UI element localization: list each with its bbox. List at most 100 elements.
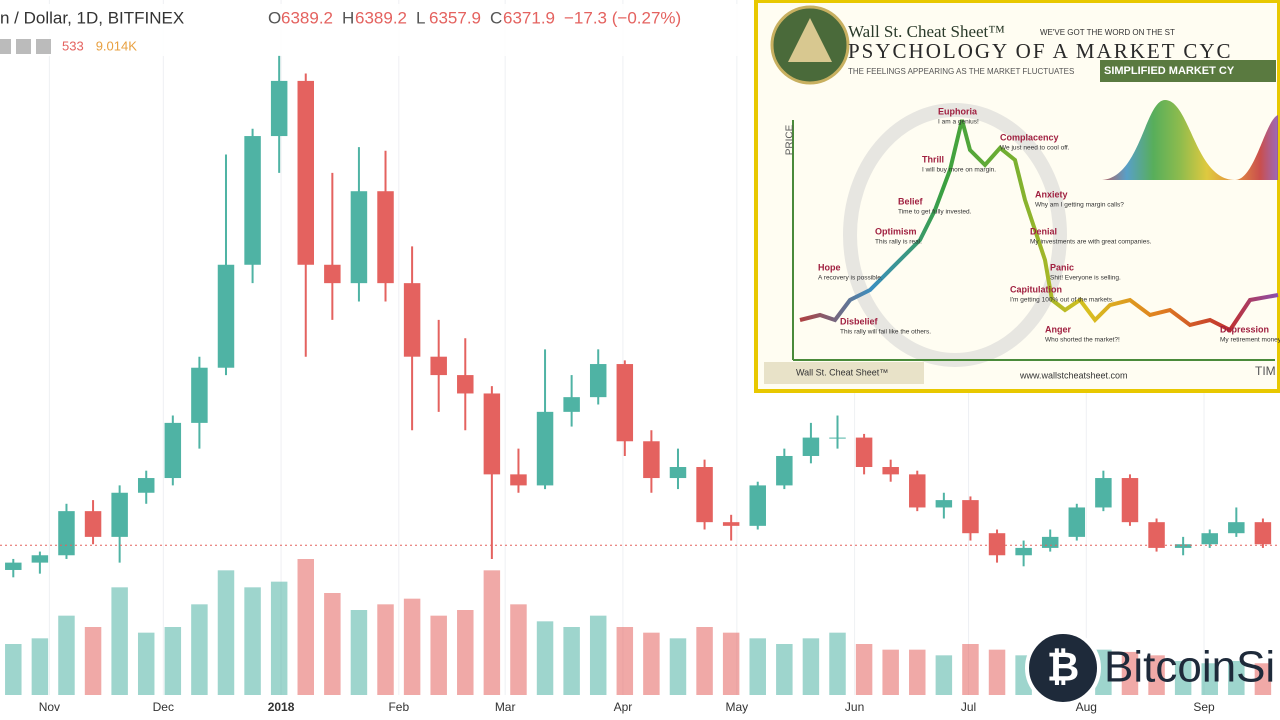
candle-body [1015, 547, 1032, 556]
inset-brand: Wall St. Cheat Sheet™ [848, 22, 1005, 41]
volume-bar [58, 615, 75, 695]
candle-body [244, 136, 261, 265]
volume-bar [217, 570, 235, 695]
volume-bar [749, 638, 766, 695]
volume-bar [962, 644, 979, 695]
candle-body [962, 500, 979, 534]
volume-bar [1121, 651, 1139, 695]
volume-bar [669, 638, 687, 695]
candle-body [5, 562, 22, 570]
candle-body [616, 364, 634, 442]
footer-strip [764, 362, 924, 384]
volume-bar [1201, 663, 1218, 695]
inset-tagline: WE'VE GOT THE WORD ON THE ST [1040, 28, 1175, 37]
candle-body [1174, 544, 1192, 548]
logo-pyramid [788, 18, 832, 62]
ohlc-key: C [490, 8, 502, 27]
emotion-name: Euphoria [938, 106, 978, 116]
volume-bar [909, 649, 926, 695]
candle-body [988, 533, 1006, 556]
inset-url: www.wallstcheatsheet.com [1019, 370, 1128, 380]
inset-title: PSYCHOLOGY OF A MARKET CYC [848, 39, 1233, 63]
candle-body [882, 467, 899, 475]
volume-header: 533 [62, 38, 84, 53]
volume-bar [696, 627, 713, 695]
emotion-name: Anger [1045, 324, 1072, 334]
volume-bar [616, 627, 634, 695]
candle-body [563, 397, 580, 412]
candle-body [855, 437, 873, 468]
emotion-name: Disbelief [840, 316, 879, 326]
candle-body [217, 264, 235, 368]
emotion-name: Belief [898, 196, 924, 206]
volume-bar [137, 632, 155, 695]
emotion-note: Who shorted the market?! [1045, 337, 1120, 344]
ohlc-value: 6389.2 [281, 8, 333, 27]
emotion-note: My retirement money is lost. [1220, 337, 1280, 344]
candle-body [483, 393, 501, 475]
ohlc-value: 6389.2 [355, 8, 407, 27]
emotion-name: Depression [1220, 324, 1269, 334]
candle-body [696, 467, 713, 523]
x-tick-label: 2018 [268, 700, 295, 714]
candle-body [1068, 507, 1086, 537]
ohlc-key: L [416, 8, 425, 27]
volume-bar [31, 638, 49, 695]
inset-image: Wall St. Cheat Sheet™ WE'VE GOT THE WORD… [754, 0, 1280, 393]
candle-body [1121, 478, 1139, 523]
emotion-note: This rally is real. [875, 239, 922, 246]
ohlc-key: H [342, 8, 354, 27]
volume-bar [457, 610, 474, 695]
emotion-note: I'm getting 100% out of the markets. [1010, 297, 1114, 304]
inset-footer-brand: Wall St. Cheat Sheet™ [796, 367, 888, 377]
volume-bar [510, 604, 527, 695]
candle-body [776, 455, 793, 486]
emotion-name: Panic [1050, 262, 1074, 272]
x-tick-label: Apr [614, 700, 633, 714]
volume-bar [589, 615, 607, 695]
candle-body [297, 80, 314, 265]
watermark-text: BitcoinSi [1104, 643, 1275, 692]
volume-bar [643, 632, 660, 695]
emotion-note: This rally will fail like the others. [840, 329, 931, 336]
volume-bar [297, 559, 314, 695]
simplified-banner [1100, 60, 1276, 82]
candle-body [1148, 522, 1165, 548]
emotion-note: A recovery is possible. [818, 275, 883, 282]
volume-bar [935, 655, 953, 695]
volume-bar [1174, 661, 1192, 695]
x-tick-label: Mar [495, 700, 516, 714]
candle-body [457, 375, 474, 394]
candle-body [403, 283, 421, 357]
x-tick-label: Jul [961, 700, 976, 714]
candle-body [1041, 536, 1059, 548]
volume-bar [350, 610, 368, 695]
candle-body [377, 191, 394, 284]
cycle-curve [799, 119, 1279, 333]
inset-price-label: PRICE [785, 124, 796, 155]
volume-bar [403, 598, 421, 695]
watermark: ₿ BitcoinSi [1025, 630, 1275, 706]
volume-bar [483, 570, 501, 695]
emotion-note: Why am I getting margin calls? [1035, 202, 1124, 209]
emotion-note: Shit! Everyone is selling. [1050, 275, 1121, 282]
simplified-curve [1100, 100, 1278, 180]
candle-body [1254, 522, 1272, 545]
ohlc-value: 6357.9 [429, 8, 481, 27]
volume-bar [536, 621, 554, 695]
volume-bar [270, 581, 288, 695]
volume-bar [829, 632, 846, 695]
ohlc-value: 6371.9 [503, 8, 555, 27]
legend-header: n / Dollar, 1D, BITFINEX O 6389.2 H 6389.2 L 6… [0, 4, 752, 56]
candle-body [137, 478, 155, 493]
candle-body [84, 511, 102, 537]
volume-bar [563, 627, 580, 695]
x-tick-label: Sep [1193, 700, 1215, 714]
candle-body [1095, 478, 1112, 508]
emotion-name: Thrill [922, 154, 944, 164]
emotion-note: My investments are with great companies. [1030, 239, 1152, 246]
candle-body [909, 474, 926, 508]
emotion-name: Anxiety [1035, 189, 1068, 199]
header-bg [0, 4, 752, 56]
